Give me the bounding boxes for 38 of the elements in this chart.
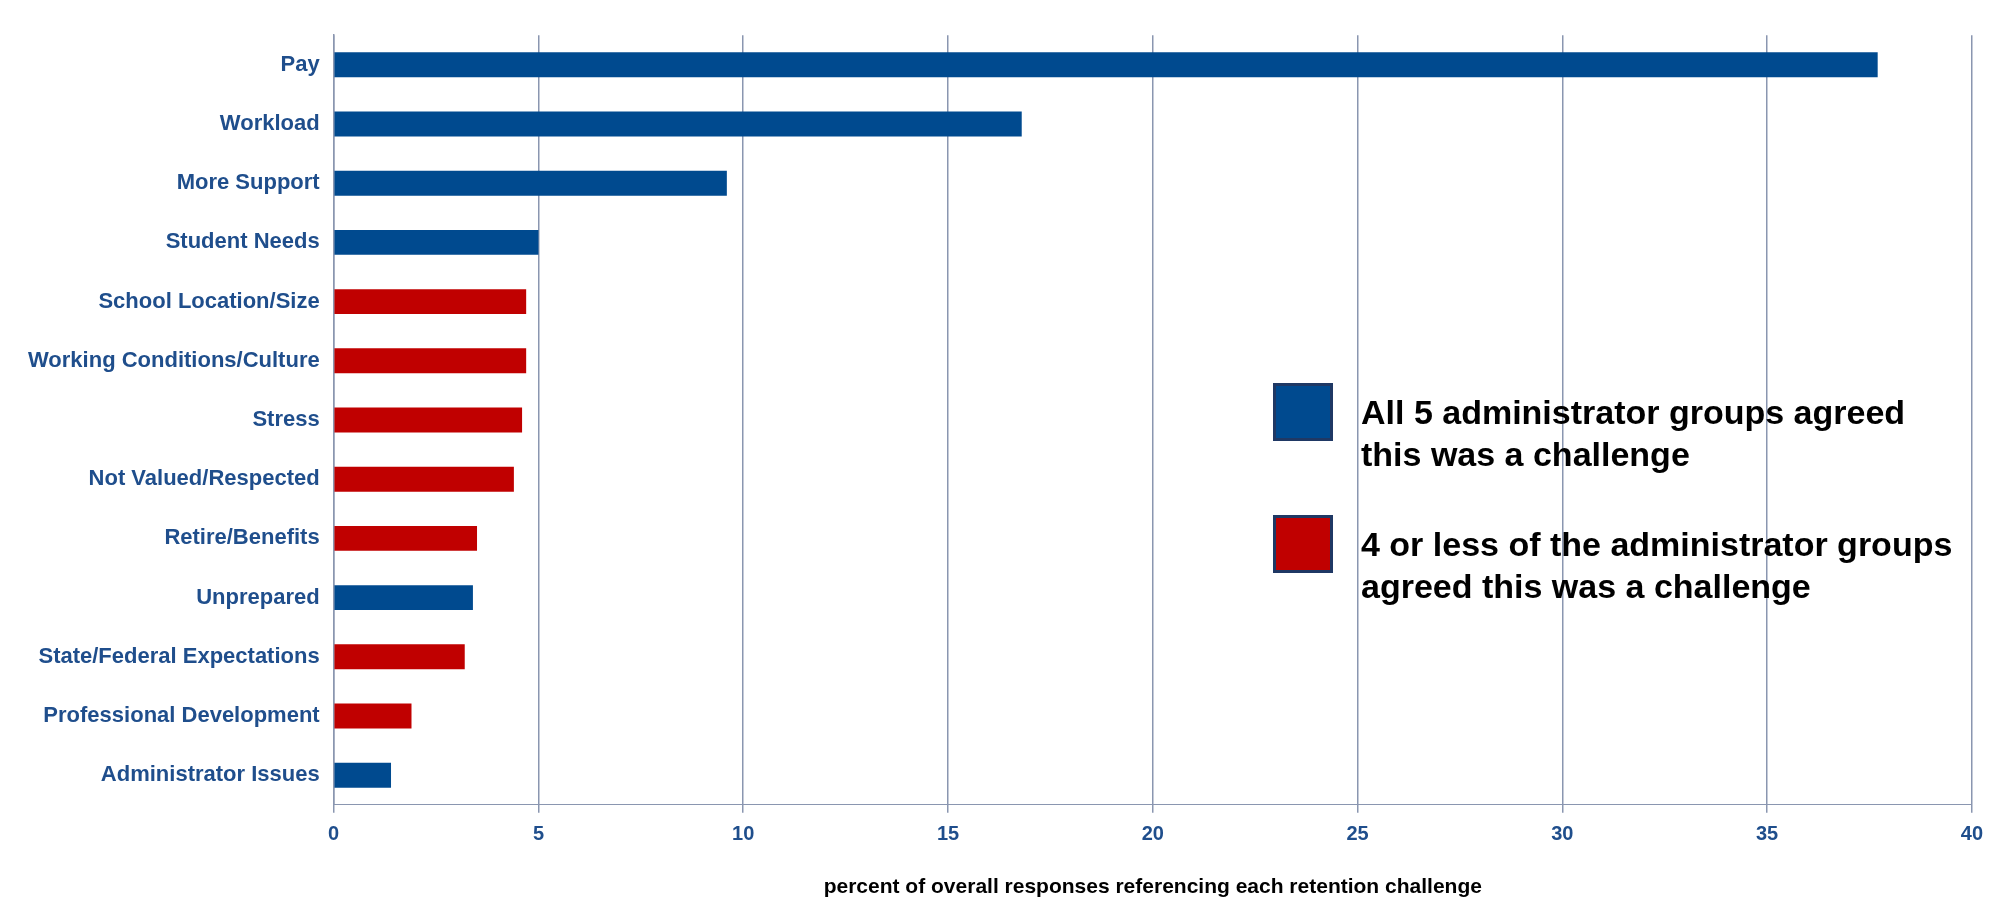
y-tick-label: State/Federal Expectations <box>38 642 320 668</box>
bar <box>334 229 539 255</box>
x-tick-label: 0 <box>328 822 340 845</box>
bar <box>334 111 1022 137</box>
y-tick-label: Professional Development <box>43 702 321 728</box>
bar <box>334 703 412 729</box>
x-tick-label: 25 <box>1346 822 1369 845</box>
bar <box>334 525 478 551</box>
x-tick-label: 40 <box>1960 822 1983 845</box>
y-tick-label: Administrator Issues <box>100 761 320 787</box>
y-tick-label: Not Valued/Respected <box>88 465 320 491</box>
x-tick-label: 15 <box>936 822 960 845</box>
x-tick-label: 30 <box>1551 822 1574 845</box>
y-tick-label: More Support <box>176 169 321 195</box>
bar <box>334 644 465 670</box>
x-tick-label: 20 <box>1141 822 1164 845</box>
legend-label: 4 or less of the administrator groups agreed this was a challenge <box>1361 524 1954 607</box>
x-tick-label: 10 <box>732 822 755 845</box>
bar <box>334 170 727 196</box>
y-tick-label: Stress <box>252 406 320 432</box>
bar <box>334 585 473 611</box>
y-tick-label: Retire/Benefits <box>164 524 320 550</box>
y-tick-label: School Location/Size <box>98 287 320 313</box>
y-tick-label: Pay <box>280 50 321 76</box>
x-tick-label: 35 <box>1755 822 1779 845</box>
bar <box>334 289 527 315</box>
x-axis-title: percent of overall responses referencing each retention challenge <box>823 874 1482 898</box>
bar <box>334 466 514 492</box>
y-tick-label: Student Needs <box>165 228 320 254</box>
bar <box>334 348 527 374</box>
y-tick-label: Working Conditions/Culture <box>28 346 320 372</box>
bar <box>334 762 392 788</box>
bar <box>334 407 523 433</box>
legend-label: All 5 administrator groups agreed this was a challenge <box>1361 392 1907 475</box>
bar <box>334 52 1878 78</box>
y-tick-label: Unprepared <box>196 583 320 609</box>
y-tick-label: Workload <box>219 110 320 136</box>
x-tick-label: 5 <box>532 822 545 845</box>
